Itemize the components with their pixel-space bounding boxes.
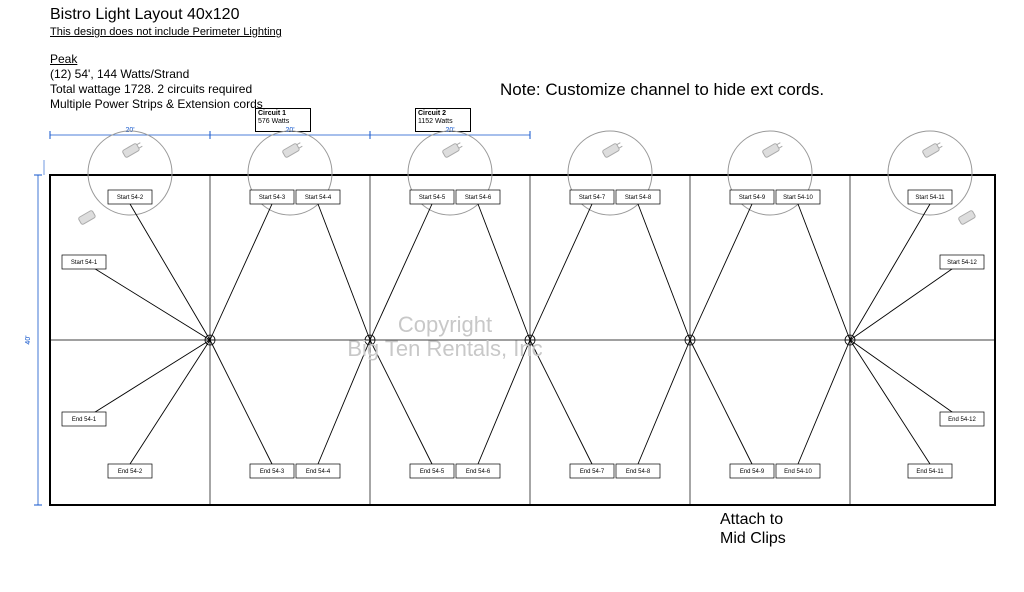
svg-text:End 54-5: End 54-5 (420, 469, 445, 475)
svg-text:End 54-11: End 54-11 (916, 469, 944, 475)
svg-text:Start 54-4: Start 54-4 (305, 195, 332, 201)
svg-text:Big Ten Rentals, Inc: Big Ten Rentals, Inc (347, 336, 542, 361)
svg-text:Start 54-2: Start 54-2 (117, 195, 144, 201)
svg-text:End 54-8: End 54-8 (626, 469, 651, 475)
svg-text:End 54-4: End 54-4 (306, 469, 331, 475)
svg-text:Start 54-11: Start 54-11 (915, 195, 945, 201)
svg-text:Start 54-9: Start 54-9 (739, 195, 766, 201)
svg-text:Start 54-10: Start 54-10 (783, 195, 813, 201)
svg-text:End 54-10: End 54-10 (784, 469, 812, 475)
svg-text:Start 54-6: Start 54-6 (465, 195, 492, 201)
svg-text:End 54-2: End 54-2 (118, 469, 143, 475)
layout-diagram: 20'20'20'40'Start 54-1Start 54-2Start 54… (0, 0, 1024, 592)
svg-text:End 54-3: End 54-3 (260, 469, 285, 475)
svg-text:Start 54-7: Start 54-7 (579, 195, 606, 201)
svg-text:Start 54-3: Start 54-3 (259, 195, 286, 201)
attach-label: Attach toMid Clips (720, 510, 786, 548)
svg-text:End 54-9: End 54-9 (740, 469, 765, 475)
svg-text:Start 54-8: Start 54-8 (625, 195, 652, 201)
svg-text:40': 40' (25, 335, 32, 344)
svg-text:Copyright: Copyright (398, 312, 492, 337)
svg-text:Start 54-5: Start 54-5 (419, 195, 446, 201)
svg-text:End 54-6: End 54-6 (466, 469, 491, 475)
page: Bistro Light Layout 40x120 This design d… (0, 0, 1024, 592)
svg-text:End 54-1: End 54-1 (72, 417, 97, 423)
svg-text:Start 54-1: Start 54-1 (71, 260, 98, 266)
svg-text:Start 54-12: Start 54-12 (947, 260, 977, 266)
svg-text:End 54-7: End 54-7 (580, 469, 605, 475)
svg-text:End 54-12: End 54-12 (948, 417, 976, 423)
